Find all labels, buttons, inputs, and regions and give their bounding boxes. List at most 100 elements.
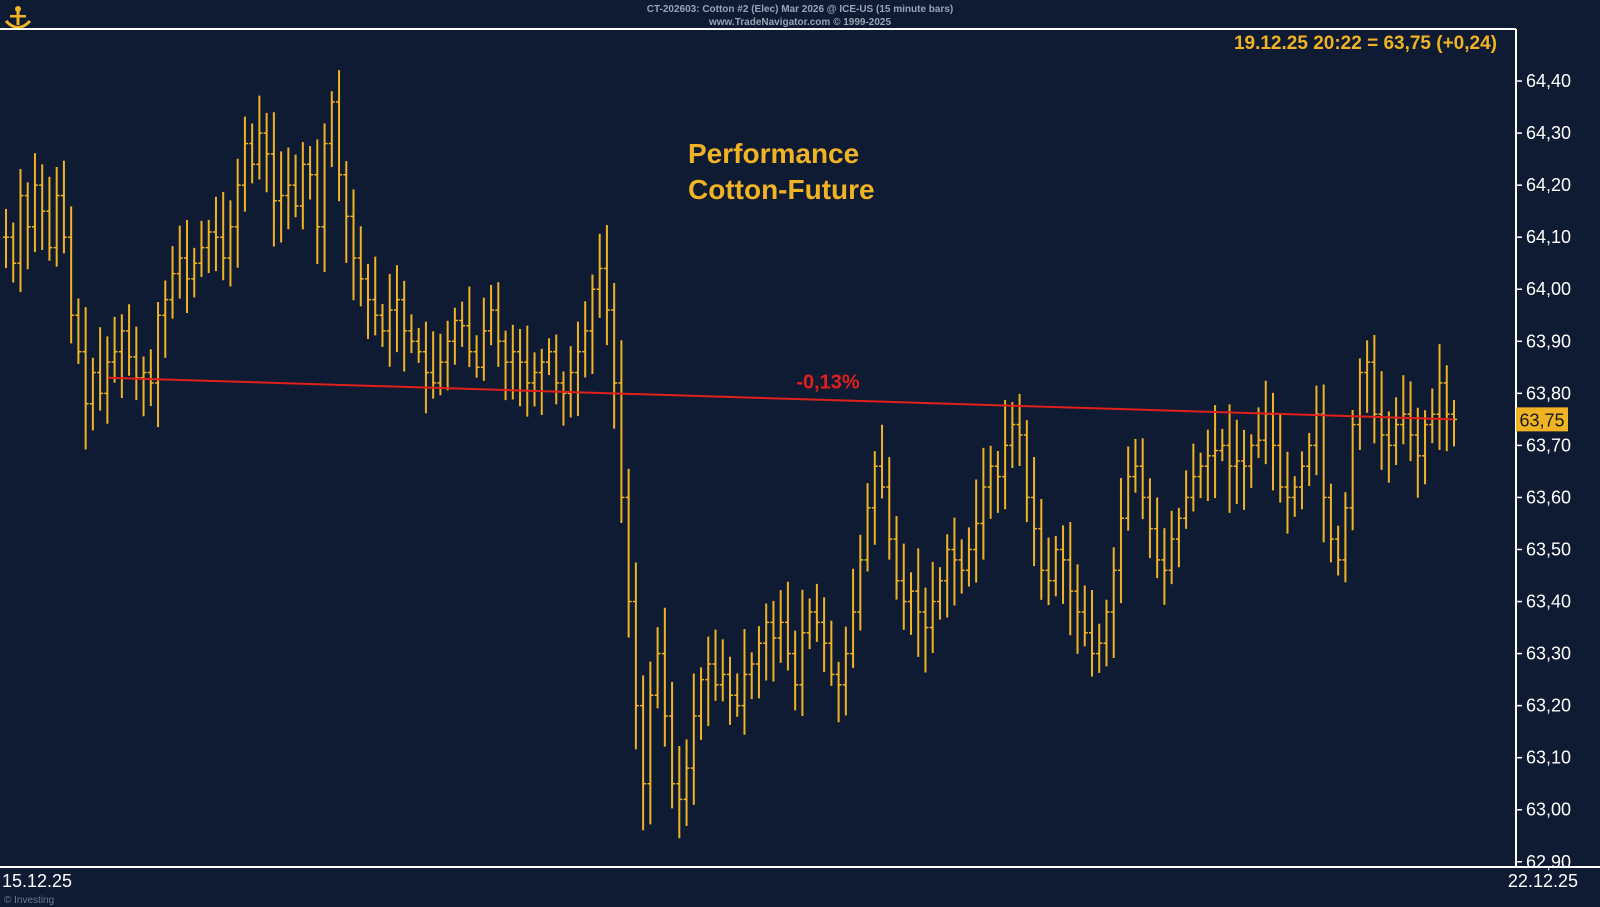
y-tick-label: 64,00 — [1526, 279, 1571, 299]
ohlc-bar — [509, 324, 516, 400]
ohlc-bar — [828, 620, 835, 686]
ohlc-bar — [140, 356, 147, 417]
ohlc-bar — [792, 630, 799, 711]
ohlc-bar — [524, 325, 531, 417]
ohlc-bar — [89, 357, 96, 431]
ohlc-bar — [1241, 429, 1248, 510]
ohlc-bar — [451, 307, 458, 365]
ohlc-bar — [1342, 492, 1349, 583]
y-tick-label: 63,70 — [1526, 435, 1571, 455]
ohlc-bar — [1204, 429, 1211, 502]
ohlc-bar — [1414, 407, 1421, 498]
ohlc-bar — [784, 581, 791, 671]
ohlc-bar — [386, 273, 393, 367]
ohlc-bar — [698, 667, 705, 740]
y-tick-label: 64,30 — [1526, 123, 1571, 143]
ohlc-bar — [379, 303, 386, 347]
ohlc-bar — [1284, 451, 1291, 534]
ohlc-bar — [734, 673, 741, 717]
ohlc-bar — [987, 445, 994, 519]
ohlc-bar — [1045, 537, 1052, 606]
ohlc-bar — [408, 314, 415, 354]
ohlc-bar — [111, 316, 118, 383]
ohlc-bar — [212, 196, 219, 272]
ohlc-bar — [973, 479, 980, 583]
ohlc-bar — [821, 597, 828, 673]
last-price-tag-label: 63,75 — [1519, 410, 1564, 430]
ohlc-bar — [936, 567, 943, 620]
y-tick-label: 63,30 — [1526, 644, 1571, 664]
ohlc-bar — [1197, 452, 1204, 499]
ohlc-bar — [321, 123, 328, 273]
ohlc-bar — [365, 263, 371, 339]
ohlc-bar — [1451, 399, 1457, 447]
ohlc-bar — [980, 447, 987, 560]
footer-credit: © Investing — [4, 895, 54, 906]
ohlc-bar — [813, 583, 820, 642]
ohlc-bar — [422, 321, 429, 414]
ohlc-bar — [1154, 497, 1161, 579]
y-tick-label: 63,90 — [1526, 331, 1571, 351]
y-tick-label: 63,40 — [1526, 592, 1571, 612]
ohlc-bar — [1349, 410, 1356, 531]
ohlc-bar — [654, 627, 661, 709]
ohlc-bar — [1212, 405, 1219, 499]
ohlc-bar — [1298, 451, 1305, 510]
y-tick-label: 64,10 — [1526, 227, 1571, 247]
ohlc-bar — [10, 222, 17, 283]
ohlc-bar — [1277, 413, 1284, 503]
ohlc-bar — [603, 224, 610, 346]
chart-symbol-line: CT-202603: Cotton #2 (Elec) Mar 2026 @ I… — [647, 4, 954, 15]
ohlc-bar — [748, 652, 755, 699]
ohlc-bar — [1168, 510, 1175, 585]
ohlc-bar — [1378, 371, 1385, 470]
ohlc-bar — [263, 112, 270, 193]
ohlc-bar — [1407, 381, 1414, 462]
ohlc-bar — [241, 116, 248, 212]
ohlc-bar — [755, 626, 762, 699]
ohlc-bar — [1356, 358, 1363, 451]
ohlc-bar — [1226, 404, 1233, 513]
ohlc-bar — [1009, 402, 1016, 469]
ohlc-bar — [1081, 585, 1088, 647]
ohlc-bar — [567, 346, 574, 418]
anchor-logo-icon — [4, 6, 32, 29]
ohlc-bar — [929, 561, 936, 653]
ohlc-bar — [147, 349, 154, 407]
ohlc-bar — [350, 189, 357, 301]
ohlc-bar — [1255, 407, 1262, 459]
ohlc-bar — [1089, 590, 1095, 677]
ohlc-bar — [647, 661, 654, 825]
ohlc-bar — [1175, 507, 1182, 568]
ohlc-bar — [669, 681, 676, 809]
ohlc-bar — [922, 587, 929, 673]
ohlc-bar — [1306, 432, 1313, 486]
y-tick-label: 63,20 — [1526, 696, 1571, 716]
ohlc-bar — [1052, 535, 1059, 597]
ohlc-bar — [39, 164, 46, 251]
ohlc-bar — [625, 468, 632, 638]
ohlc-bar — [871, 451, 878, 545]
ohlc-bar — [53, 166, 60, 267]
ohlc-bar — [900, 543, 907, 630]
ohlc-bar — [1190, 443, 1197, 512]
ohlc-bar — [1038, 499, 1045, 600]
ohlc-bar — [75, 298, 82, 364]
ohlc-bar — [1067, 522, 1074, 636]
ohlc-bar — [169, 246, 176, 319]
ohlc-bar — [401, 280, 408, 372]
ohlc-bar — [198, 220, 205, 277]
ohlc-bar — [1219, 428, 1226, 462]
ohlc-bar — [437, 333, 444, 396]
ohlc-bar — [574, 321, 581, 416]
ohlc-bar — [799, 589, 806, 716]
chart-copyright-line: www.TradeNavigator.com © 1999-2025 — [708, 17, 892, 28]
ohlc-bar — [126, 304, 133, 376]
ohlc-bar — [1132, 438, 1139, 493]
ohlc-bar — [502, 330, 509, 401]
ohlc-bar — [372, 256, 379, 336]
ohlc-bar — [951, 517, 958, 606]
ohlc-bar — [1074, 564, 1081, 654]
